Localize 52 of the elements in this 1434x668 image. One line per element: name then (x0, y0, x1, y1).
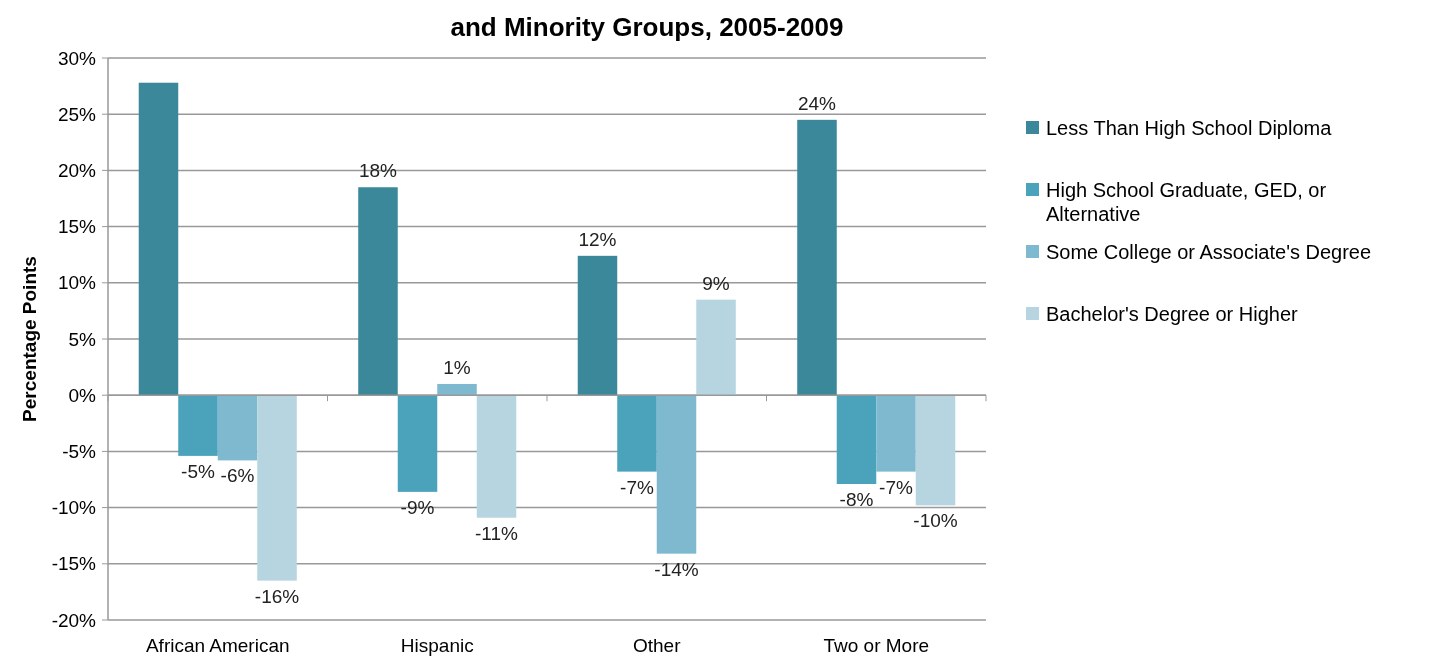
bar (138, 82, 179, 396)
data-label: -14% (654, 558, 699, 580)
y-tick-label: 30% (57, 47, 97, 69)
y-tick-label: 15% (57, 216, 97, 238)
bar (437, 383, 477, 396)
y-axis-title: Percentage Points (19, 256, 40, 422)
data-label: -16% (254, 585, 300, 607)
data-label: 1% (443, 356, 471, 378)
y-tick-label: 5% (68, 328, 97, 350)
y-tick-label: 20% (57, 160, 97, 182)
bar (656, 395, 697, 554)
bar (577, 255, 618, 396)
x-tick-label: African American (145, 635, 290, 656)
legend-label: High School Graduate, GED, or Alternative (1046, 179, 1327, 225)
data-label: 9% (702, 272, 730, 294)
legend-label: Bachelor's Degree or Higher (1046, 303, 1299, 325)
legend-label: Less Than High School Diploma (1046, 117, 1333, 139)
y-tick-label: 0% (68, 384, 97, 406)
bar (915, 395, 956, 506)
y-tick-label: -5% (62, 441, 97, 463)
data-label: -5% (181, 460, 215, 482)
x-tick-label: Two or More (823, 635, 930, 656)
bar (876, 395, 916, 472)
data-label: -9% (400, 496, 435, 518)
x-tick-label: Hispanic (400, 635, 474, 656)
data-label: -6% (220, 465, 255, 487)
y-tick-label: 25% (57, 103, 97, 125)
y-tick-label: 10% (57, 272, 97, 294)
bar (257, 395, 297, 581)
legend-label: Some College or Associate's Degree (1046, 241, 1372, 263)
bar (397, 395, 438, 492)
chart-title: and Minority Groups, 2005-2009 (450, 12, 844, 42)
y-tick-label: -10% (51, 497, 97, 519)
data-label: 24% (797, 92, 837, 114)
y-tick-label: -20% (51, 609, 97, 631)
data-label: -8% (839, 489, 874, 510)
bar (836, 395, 877, 484)
bar (178, 395, 218, 456)
bar (696, 299, 736, 396)
y-tick-label: -15% (51, 553, 97, 575)
data-label: 12% (578, 228, 617, 250)
data-label: -7% (879, 476, 913, 498)
data-label: -11% (475, 522, 519, 544)
bar (617, 395, 657, 472)
bar (797, 119, 837, 396)
data-label: 18% (358, 160, 398, 182)
bar (217, 395, 258, 461)
x-tick-label: Other (632, 635, 682, 656)
bar (476, 395, 517, 518)
bar (358, 187, 398, 396)
data-label: -10% (913, 510, 958, 532)
data-label: -7% (620, 476, 654, 498)
